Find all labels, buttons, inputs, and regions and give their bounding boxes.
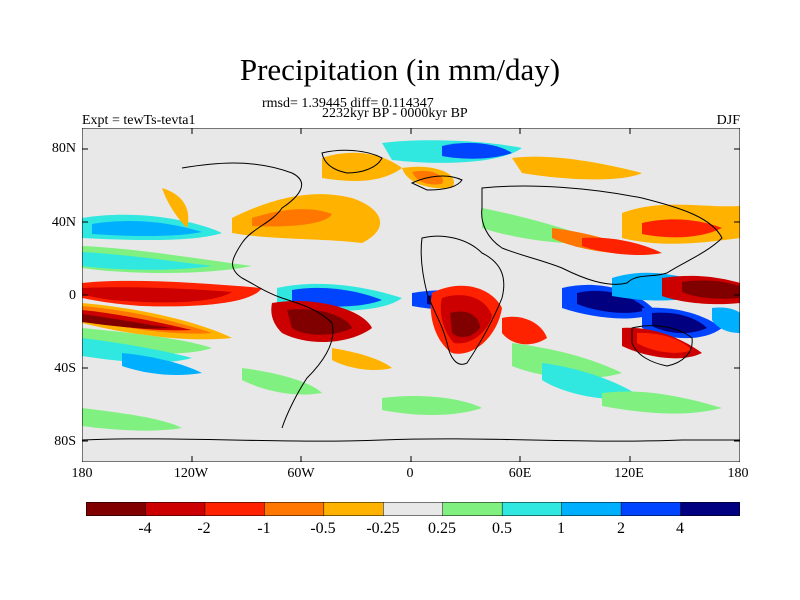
axis-ticks [82, 128, 740, 462]
colorbar-cell [323, 502, 385, 516]
colorbar-cell [264, 502, 325, 516]
southern-anomalies [82, 368, 722, 431]
colorbar-label: 2 [617, 520, 625, 537]
page-title: Precipitation (in mm/day) [239, 52, 561, 87]
colorbar-cell [383, 502, 444, 516]
colorbar-cell [620, 502, 682, 516]
colorbar-cell [442, 502, 503, 516]
colorbar-cell [204, 502, 266, 516]
colorbar-cell [501, 502, 563, 516]
colorbar-label: 0.5 [492, 520, 512, 537]
colorbar-label: 1 [557, 520, 565, 537]
period-line: 2232kyr BP - 0000kyr BP [322, 106, 468, 121]
equatorial-anomalies [82, 272, 740, 400]
coastlines [82, 149, 740, 442]
experiment-label: Expt = tewTs-tevta1 [82, 113, 196, 128]
colorbar-cell [145, 502, 206, 516]
colorbar-cell [561, 502, 622, 516]
colorbar-cell [680, 502, 740, 516]
colorbar-label: 4 [676, 520, 684, 537]
lon-label-120e: 120E [614, 466, 644, 481]
colorbar-label: -4 [138, 520, 152, 537]
colorbar [86, 502, 740, 516]
lat-label-80n: 80N [51, 141, 76, 156]
lon-label-0: 0 [406, 466, 414, 481]
colorbar-label: -0.5 [310, 520, 336, 537]
stats-line: rmsd= 1.39445 diff= 0.114347 [262, 96, 434, 111]
lon-label-180e: 180 [727, 466, 749, 481]
lat-label-0: 0 [69, 288, 76, 303]
colorbar-label: -2 [197, 520, 211, 537]
colorbar-label: -1 [257, 520, 271, 537]
colorbar-cell [86, 502, 147, 516]
lon-label-180w: 180 [71, 466, 93, 481]
colorbar-label: -0.25 [366, 520, 400, 537]
lon-label-60w: 60W [287, 466, 315, 481]
precipitation-map [82, 128, 740, 462]
colorbar-label: 0.25 [428, 520, 456, 537]
lon-label-60e: 60E [508, 466, 532, 481]
lat-label-80s: 80S [54, 434, 76, 449]
anomaly-fields [82, 140, 740, 273]
lat-label-40s: 40S [54, 361, 76, 376]
lon-label-120w: 120W [173, 466, 209, 481]
lat-label-40n: 40N [51, 215, 76, 230]
season-label: DJF [716, 113, 740, 128]
